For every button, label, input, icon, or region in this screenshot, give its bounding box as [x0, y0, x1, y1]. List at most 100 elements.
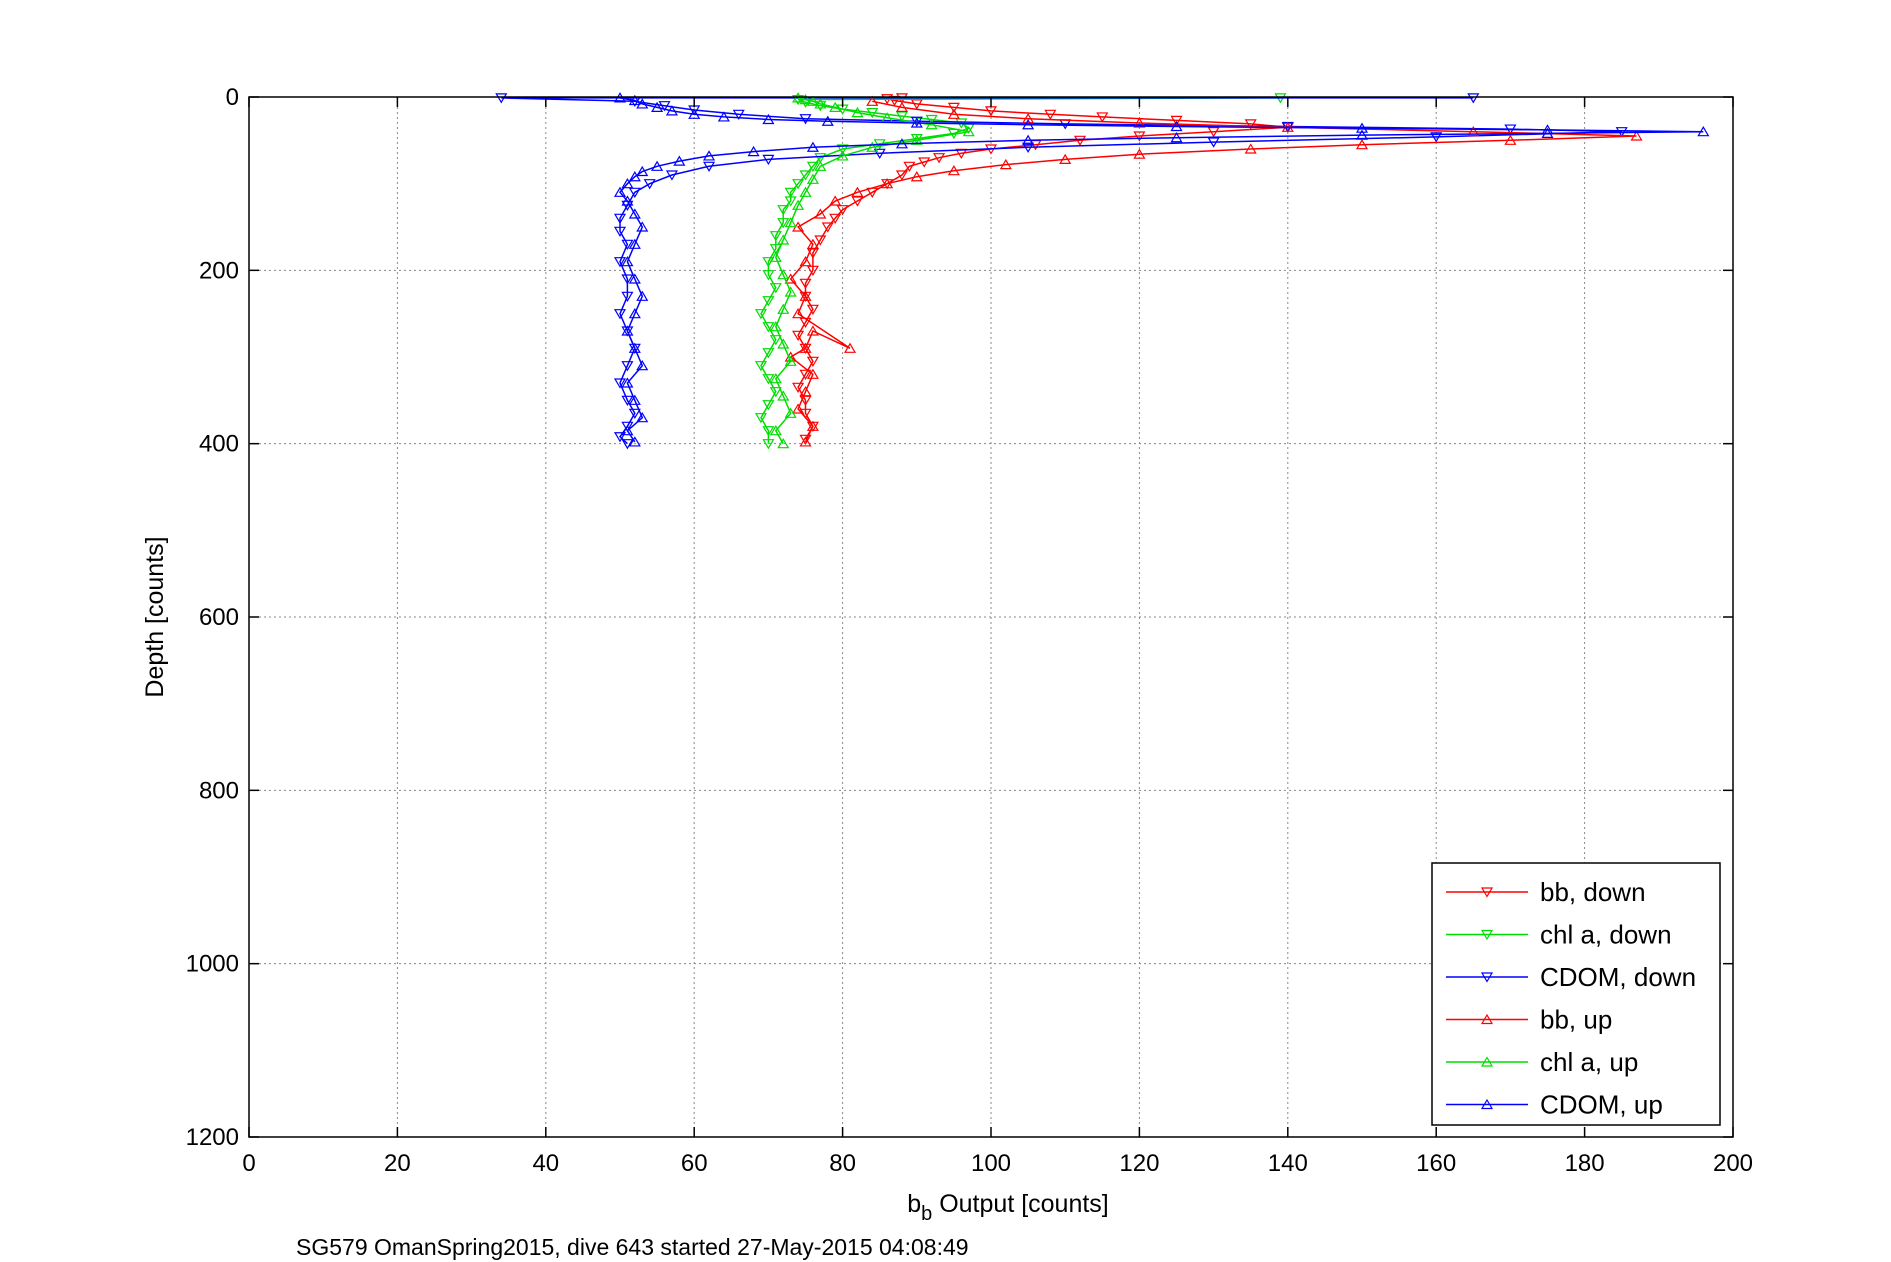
data-point	[1244, 119, 1257, 130]
data-point	[895, 170, 909, 181]
data-point	[999, 158, 1012, 170]
data-point	[792, 330, 805, 342]
data-point	[1355, 122, 1369, 133]
data-point	[843, 342, 857, 353]
series-line	[501, 97, 1622, 445]
legend-box	[1431, 862, 1721, 1126]
data-point	[799, 278, 812, 290]
data-point	[621, 377, 634, 388]
x-tick-label: 160	[1416, 1150, 1456, 1177]
data-point	[799, 186, 812, 197]
data-point	[628, 94, 641, 106]
data-point	[621, 361, 634, 372]
y-axis-label: Depth [counts]	[141, 536, 169, 697]
x-tick-label: 80	[829, 1150, 856, 1177]
data-point	[873, 148, 886, 160]
series-layer	[495, 92, 1710, 450]
data-point	[1170, 115, 1183, 127]
data-point	[866, 107, 879, 119]
data-point	[1467, 125, 1480, 137]
data-point	[628, 273, 641, 284]
data-point	[732, 109, 745, 121]
data-point	[1541, 127, 1554, 138]
legend-marker	[1480, 972, 1494, 983]
legend-label: chl a, down	[1540, 920, 1672, 950]
legend-entry: bb, down	[1446, 877, 1646, 907]
data-point	[784, 196, 797, 207]
series-line	[619, 97, 1704, 443]
data-point	[777, 218, 790, 229]
legend: bb, down chl a, down CDOM, down bb, up chl a…	[1431, 862, 1721, 1126]
data-point	[613, 432, 627, 443]
data-point	[665, 105, 678, 116]
data-point	[806, 141, 819, 152]
data-point	[792, 403, 805, 414]
data-point	[762, 154, 775, 166]
data-point	[636, 290, 649, 301]
data-point	[1096, 112, 1109, 123]
data-point	[806, 265, 819, 277]
x-tick-label: 40	[532, 1150, 559, 1177]
data-point	[636, 411, 649, 423]
data-point	[1022, 119, 1035, 130]
x-tick-label: 60	[681, 1150, 708, 1177]
data-point	[829, 101, 842, 113]
data-point	[1133, 148, 1146, 159]
data-point	[777, 338, 790, 349]
series-3	[784, 95, 1643, 447]
data-point	[754, 413, 768, 424]
data-point	[621, 424, 634, 436]
data-point	[784, 216, 797, 228]
legend-entry: bb, up	[1446, 1005, 1612, 1035]
data-point	[792, 179, 805, 190]
data-point	[814, 235, 827, 246]
data-point	[933, 153, 946, 164]
data-point	[769, 424, 782, 436]
data-point	[866, 141, 879, 152]
data-point	[1207, 127, 1220, 138]
legend-entry: CDOM, down	[1446, 962, 1696, 992]
data-point	[621, 325, 634, 336]
data-point	[1022, 142, 1035, 153]
data-point	[895, 111, 909, 122]
data-point	[702, 161, 716, 173]
data-point	[881, 177, 894, 189]
data-point	[495, 93, 508, 104]
data-point	[1630, 130, 1643, 141]
data-point	[769, 320, 782, 332]
data-point	[769, 335, 782, 346]
data-point	[628, 171, 641, 182]
data-point	[851, 196, 864, 207]
data-point	[829, 195, 842, 206]
data-point	[903, 161, 916, 173]
data-point	[658, 101, 671, 112]
data-point	[806, 420, 819, 431]
legend-label: bb, up	[1540, 1005, 1612, 1035]
legend-label: CDOM, up	[1540, 1090, 1663, 1120]
legend-marker	[1480, 1056, 1494, 1067]
data-point	[806, 95, 819, 106]
data-point	[777, 437, 790, 449]
data-point	[628, 208, 641, 219]
legend-marker	[1480, 1098, 1494, 1110]
data-point	[895, 101, 909, 113]
data-point	[1022, 134, 1035, 145]
data-point	[1133, 117, 1146, 128]
data-point	[613, 309, 627, 320]
data-point	[613, 226, 627, 238]
data-point	[1244, 143, 1257, 154]
data-point	[621, 421, 634, 433]
data-point	[784, 187, 797, 199]
data-point	[799, 342, 812, 353]
data-point	[1355, 129, 1369, 140]
data-point	[895, 138, 909, 149]
data-point	[806, 304, 819, 316]
axis-ticks: 0 20 40 60 80 100 120 140 160 180 200 0 200 400 600 800…	[186, 84, 1753, 1177]
data-point	[947, 102, 960, 114]
legend-marker	[1480, 1013, 1494, 1025]
data-point	[769, 231, 782, 242]
data-point	[636, 359, 649, 371]
x-axis-label: bb Output [counts]	[907, 1190, 1109, 1225]
data-point	[836, 150, 849, 161]
